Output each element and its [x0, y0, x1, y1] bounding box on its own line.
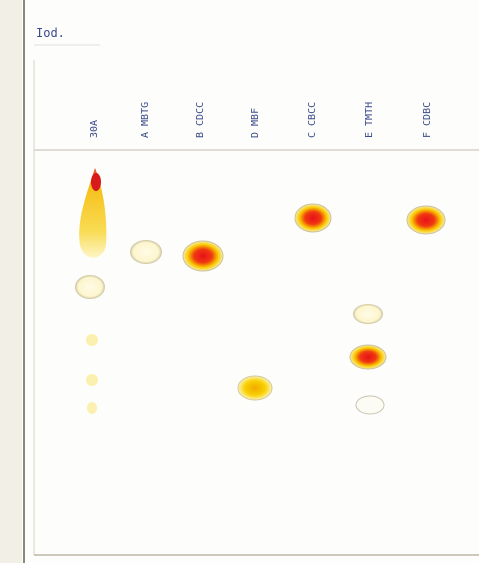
plate-edge — [0, 0, 22, 563]
spot — [295, 204, 331, 232]
lane-label: F CDBC — [422, 102, 433, 138]
spot — [91, 173, 101, 191]
page: Iod. 30A A MBTG B CDCC D MBF C CBCC E TMTH F C… — [0, 0, 479, 563]
stain-label: Iod. — [36, 26, 65, 40]
spot — [356, 396, 384, 414]
spot — [353, 304, 383, 324]
background — [0, 0, 479, 563]
spot — [75, 275, 105, 299]
lane-label: D MBF — [250, 108, 261, 138]
spot — [86, 334, 98, 346]
spot — [350, 345, 386, 369]
spot — [183, 241, 223, 271]
lane-label: E TMTH — [364, 102, 375, 138]
spot — [86, 374, 98, 386]
tlc-plate-photo: Iod. 30A A MBTG B CDCC D MBF C CBCC E TMTH F C… — [0, 0, 479, 563]
lane-label: B CDCC — [195, 102, 206, 138]
lane-label: A MBTG — [140, 102, 151, 138]
spot — [407, 206, 445, 234]
spot — [87, 402, 97, 414]
lane-label: 30A — [89, 120, 100, 138]
spot — [130, 240, 162, 264]
spot — [238, 376, 272, 400]
lane-label: C CBCC — [307, 102, 318, 138]
